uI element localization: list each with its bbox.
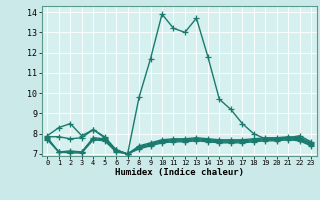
X-axis label: Humidex (Indice chaleur): Humidex (Indice chaleur) bbox=[115, 168, 244, 177]
